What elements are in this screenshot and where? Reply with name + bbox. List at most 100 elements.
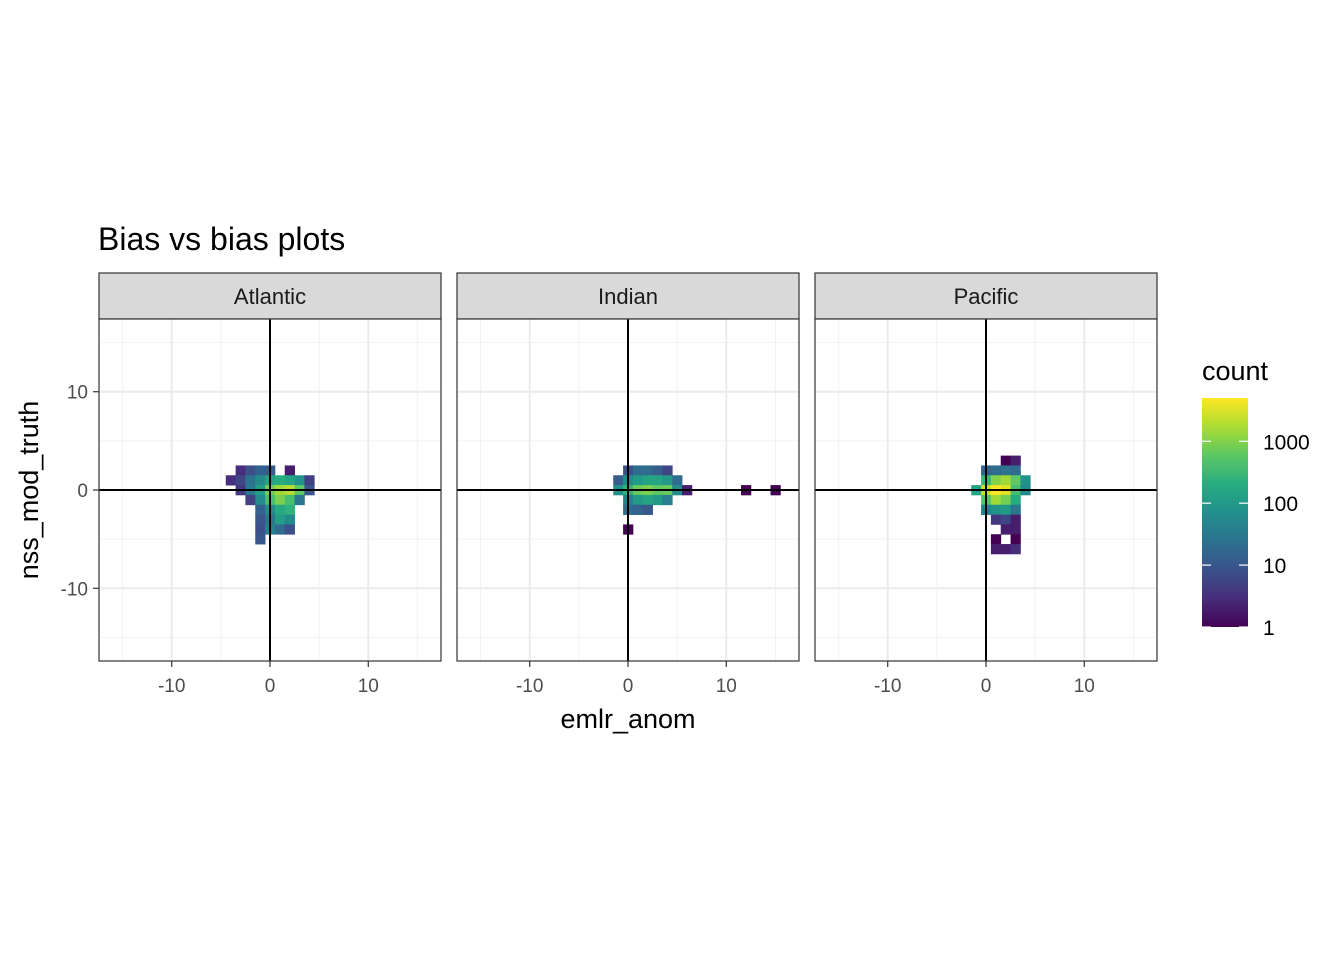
legend-label: 10 <box>1263 555 1286 578</box>
heatmap-bin <box>284 504 295 515</box>
facet-strip <box>456 272 800 320</box>
heatmap-bin <box>990 544 1002 555</box>
x-tick-label: 0 <box>265 676 276 697</box>
heatmap-bin <box>235 465 246 476</box>
y-axis-title: nss_mod_truth <box>14 401 44 580</box>
heatmap-bin <box>662 475 673 486</box>
heatmap-bin <box>1010 544 1021 555</box>
legend-title: count <box>1202 356 1269 386</box>
heatmap-bin <box>245 475 256 486</box>
heatmap-bin <box>1010 534 1021 545</box>
heatmap-bin <box>284 524 295 535</box>
heatmap-bin <box>990 514 1002 525</box>
heatmap-bin <box>255 534 266 545</box>
facet-strip <box>814 272 1158 320</box>
heatmap-bin <box>1000 475 1011 486</box>
heatmap-bin <box>1010 514 1021 525</box>
heatmap-bin <box>1000 504 1011 515</box>
heatmap-bin <box>1020 475 1031 486</box>
panel-atlantic: Atlantic -10 0 10 -10 0 10 <box>61 272 442 697</box>
heatmap-bin <box>642 465 653 476</box>
heatmap-bin <box>255 475 266 486</box>
x-tick-label: 0 <box>981 676 992 697</box>
heatmap-bin <box>652 475 663 486</box>
heatmap-bin <box>1000 465 1011 476</box>
heatmap-bin <box>1010 524 1021 535</box>
heatmap-bin <box>990 494 1002 506</box>
legend-colorbar <box>1202 398 1248 627</box>
heatmap-bin <box>255 465 266 476</box>
legend-label: 1000 <box>1263 431 1310 454</box>
heatmap-bin <box>632 475 644 486</box>
heatmap-bin <box>1000 544 1011 555</box>
x-tick-label: -10 <box>516 676 543 697</box>
heatmap-bin <box>284 465 295 476</box>
y-tick-label: -10 <box>61 579 88 600</box>
heatmap-bin <box>294 475 305 486</box>
heatmap-bin <box>662 494 673 506</box>
heatmap-bin <box>274 514 286 525</box>
heatmap-bin <box>284 514 295 525</box>
x-tick-label: -10 <box>874 676 901 697</box>
heatmap-bin <box>642 475 653 486</box>
x-tick-label: 10 <box>716 676 737 697</box>
x-axis-title: emlr_anom <box>560 704 695 734</box>
heatmap-bin <box>294 494 305 506</box>
heatmap-bin <box>245 465 256 476</box>
heatmap-bin <box>662 465 673 476</box>
x-tick-label: 0 <box>623 676 634 697</box>
panel-indian: Indian -10 0 10 <box>456 272 800 697</box>
heatmap-bin <box>235 475 246 486</box>
facet-strip-label: Pacific <box>954 284 1019 309</box>
heatmap-bin <box>1000 455 1011 466</box>
heatmap-bin <box>1010 465 1021 476</box>
panel-pacific: Pacific -10 0 10 <box>814 272 1158 697</box>
heatmap-bin <box>274 475 286 486</box>
heatmap-bin <box>304 475 315 486</box>
heatmap-bin <box>990 504 1002 515</box>
heatmap-bin <box>632 465 644 476</box>
heatmap-bin <box>255 524 266 535</box>
heatmap-bin <box>245 494 256 506</box>
heatmap-bin <box>1010 455 1021 466</box>
heatmap-bin <box>1000 494 1011 506</box>
y-tick-label: 10 <box>67 383 88 404</box>
heatmap-bin <box>255 514 266 525</box>
heatmap-bin <box>990 465 1002 476</box>
heatmap-bin <box>1010 475 1021 486</box>
heatmap-bin <box>652 465 663 476</box>
heatmap-bin <box>284 475 295 486</box>
heatmap-bin <box>1010 494 1021 506</box>
heatmap-bin <box>274 494 286 506</box>
heatmap-bin <box>990 475 1002 486</box>
heatmap-bin <box>632 504 644 515</box>
facet-strip-label: Indian <box>598 284 658 309</box>
legend-label: 1 <box>1263 617 1275 640</box>
legend-label: 100 <box>1263 493 1298 516</box>
x-tick-label: 10 <box>1074 676 1095 697</box>
heatmap-bin <box>274 504 286 515</box>
y-tick-label: 0 <box>77 481 88 502</box>
count-legend: count 1 10 100 1000 <box>1202 356 1310 640</box>
heatmap-bin <box>1000 514 1011 525</box>
heatmap-bin <box>990 534 1002 545</box>
heatmap-bin <box>642 504 653 515</box>
heatmap-bin <box>652 494 663 506</box>
heatmap-bin <box>255 504 266 515</box>
heatmap-bin <box>642 494 653 506</box>
facet-panels: Atlantic -10 0 10 -10 0 10 Indian -10 0 10 Pacific -… <box>61 272 1158 697</box>
heatmap-bin <box>284 494 295 506</box>
heatmap-bin <box>672 475 683 486</box>
heatmap-bin <box>613 475 624 486</box>
heatmap-bin <box>225 475 237 486</box>
heatmap-bin <box>1000 524 1011 535</box>
facet-strip <box>98 272 442 320</box>
heatmap-bin <box>1010 504 1021 515</box>
heatmap-bin <box>255 494 266 506</box>
heatmap-bin <box>632 494 644 506</box>
x-tick-label: 10 <box>358 676 379 697</box>
chart-title: Bias vs bias plots <box>98 221 345 257</box>
x-tick-label: -10 <box>158 676 185 697</box>
facet-strip-label: Atlantic <box>234 284 306 309</box>
